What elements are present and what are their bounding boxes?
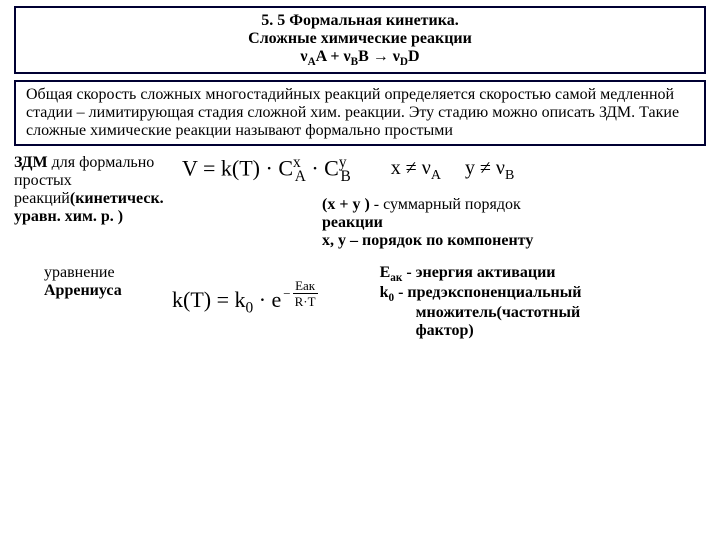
ineq-y: y ≠ νB xyxy=(465,157,514,184)
arrhenius-content: k(T) = k0 · e −EакR·T Eак - энергия акти… xyxy=(172,264,706,340)
ineq-x: x ≠ νA xyxy=(391,157,441,184)
zdm-label: ЗДМ для формально простых реакций(кинети… xyxy=(14,154,182,226)
eact-line: Eак - энергия активации xyxy=(380,264,582,284)
k0-line-2: множитель(частотный xyxy=(380,304,582,322)
title-line-1: 5. 5 Формальная кинетика. xyxy=(26,12,694,30)
title-line-2: Сложные химические реакции xyxy=(26,30,694,48)
order-line-2: реакции xyxy=(322,214,706,232)
zdm-row: ЗДМ для формально простых реакций(кинети… xyxy=(14,154,706,250)
k0-line-3: фактор) xyxy=(380,322,582,340)
arrhenius-notes: Eак - энергия активации k0 - предэкспоне… xyxy=(320,264,582,340)
title-equation: νAA + νBB → νDD xyxy=(26,48,694,68)
arrhenius-equation: k(T) = k0 · e −EакR·T xyxy=(172,287,320,317)
order-notes: (x + y ) - суммарный порядок реакции x, … xyxy=(182,196,706,250)
inequalities: x ≠ νA y ≠ νB xyxy=(391,157,515,184)
zdm-equations: V = k(T) · CxA · CyB x ≠ νA y ≠ νB (x + … xyxy=(182,154,706,250)
rate-equation: V = k(T) · CxA · CyB xyxy=(182,154,351,186)
arrhenius-row: уравнение Аррениуса k(T) = k0 · e −EакR·… xyxy=(14,264,706,340)
description-box: Общая скорость сложных многостадийных ре… xyxy=(14,80,706,146)
description-text: Общая скорость сложных многостадийных ре… xyxy=(26,86,679,139)
arrhenius-label: уравнение Аррениуса xyxy=(14,264,172,300)
order-line-3: x, y – порядок по компоненту xyxy=(322,232,706,250)
k0-line: k0 - предэкспоненциальный xyxy=(380,284,582,304)
title-box: 5. 5 Формальная кинетика. Сложные химиче… xyxy=(14,6,706,74)
order-line-1: (x + y ) - суммарный порядок xyxy=(322,196,706,214)
